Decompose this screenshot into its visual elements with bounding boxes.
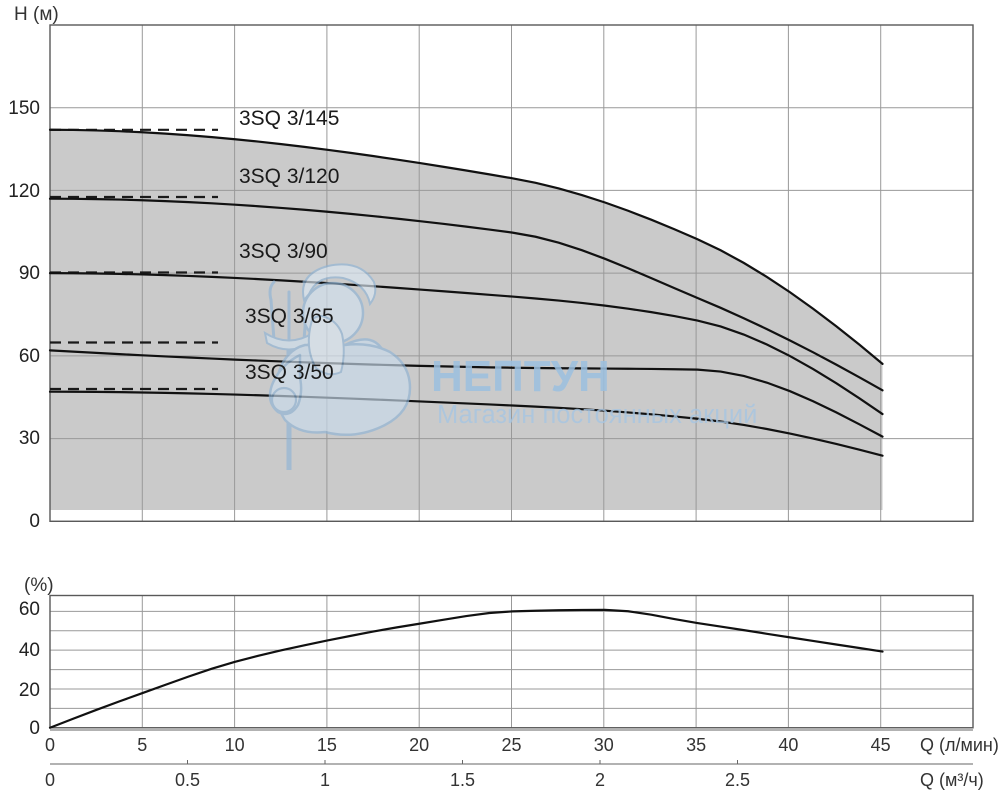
svg-text:1.5: 1.5	[450, 770, 475, 790]
svg-text:40: 40	[778, 735, 798, 755]
svg-text:5: 5	[137, 735, 147, 755]
svg-text:20: 20	[409, 735, 429, 755]
svg-text:Q (м³/ч): Q (м³/ч)	[920, 770, 984, 790]
svg-text:0: 0	[29, 511, 40, 532]
svg-text:0: 0	[45, 770, 55, 790]
svg-text:(%): (%)	[24, 575, 54, 596]
svg-text:H (м): H (м)	[14, 4, 59, 25]
svg-text:0.5: 0.5	[175, 770, 200, 790]
svg-text:30: 30	[594, 735, 614, 755]
svg-text:30: 30	[19, 428, 40, 449]
svg-text:0: 0	[29, 718, 40, 739]
svg-text:120: 120	[8, 181, 40, 202]
svg-text:Магазин постоянных акций: Магазин постоянных акций	[437, 401, 757, 429]
svg-text:35: 35	[686, 735, 706, 755]
svg-text:40: 40	[19, 640, 40, 661]
svg-text:3SQ 3/65: 3SQ 3/65	[245, 305, 334, 328]
svg-text:3SQ 3/145: 3SQ 3/145	[239, 107, 339, 130]
svg-text:60: 60	[19, 599, 40, 620]
svg-text:3SQ 3/120: 3SQ 3/120	[239, 165, 339, 188]
svg-text:3SQ 3/90: 3SQ 3/90	[239, 240, 328, 263]
svg-text:1: 1	[320, 770, 330, 790]
svg-text:0: 0	[45, 735, 55, 755]
svg-text:20: 20	[19, 680, 40, 701]
svg-text:Q (л/мин): Q (л/мин)	[920, 735, 999, 755]
svg-text:60: 60	[19, 346, 40, 367]
svg-text:25: 25	[501, 735, 521, 755]
svg-text:150: 150	[8, 98, 40, 119]
svg-text:2: 2	[595, 770, 605, 790]
svg-text:45: 45	[871, 735, 891, 755]
svg-text:2.5: 2.5	[725, 770, 750, 790]
svg-text:90: 90	[19, 263, 40, 284]
svg-text:10: 10	[225, 735, 245, 755]
svg-text:3SQ 3/50: 3SQ 3/50	[245, 361, 334, 384]
svg-text:НЕПТУН: НЕПТУН	[431, 352, 610, 401]
svg-text:15: 15	[317, 735, 337, 755]
